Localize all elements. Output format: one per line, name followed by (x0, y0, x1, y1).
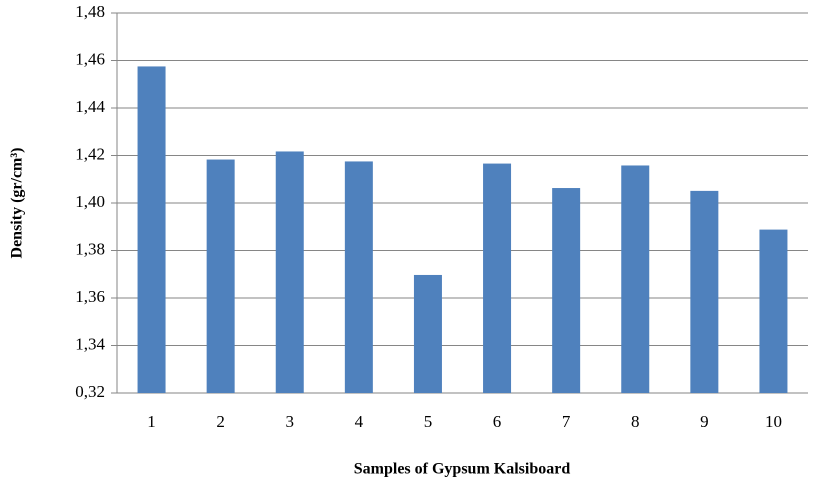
x-axis-title: Samples of Gypsum Kalsiboard (354, 461, 571, 478)
bar (552, 188, 581, 393)
x-tick-label: 2 (216, 412, 225, 431)
x-tick-label: 1 (147, 412, 156, 431)
x-tick-label: 4 (355, 412, 364, 431)
y-tick-label: 1,44 (75, 97, 105, 116)
y-tick-label: 1,34 (75, 334, 105, 353)
bar (759, 229, 788, 393)
y-tick-label: 1,46 (75, 49, 105, 68)
bar (621, 165, 650, 393)
y-axis-title: Density (gr/cm³) (9, 148, 26, 259)
y-tick-label: 1,48 (75, 2, 105, 21)
bar (137, 66, 166, 393)
y-tick-label: 1,38 (75, 239, 105, 258)
y-tick-label: 1,42 (75, 144, 105, 163)
bar (275, 151, 304, 393)
x-tick-label: 5 (424, 412, 433, 431)
x-tick-label: 7 (562, 412, 571, 431)
y-tick-label: 1,36 (75, 287, 105, 306)
bar (344, 161, 373, 393)
x-tick-label: 8 (631, 412, 640, 431)
bar (413, 274, 442, 393)
bar (483, 163, 512, 393)
x-tick-label: 9 (700, 412, 709, 431)
y-tick-label: 1,40 (75, 192, 105, 211)
x-tick-label: 6 (493, 412, 502, 431)
bar (690, 190, 719, 393)
x-tick-label: 10 (765, 412, 782, 431)
y-tick-label: 0,32 (75, 382, 105, 401)
x-tick-label: 3 (286, 412, 295, 431)
bar (206, 159, 235, 393)
